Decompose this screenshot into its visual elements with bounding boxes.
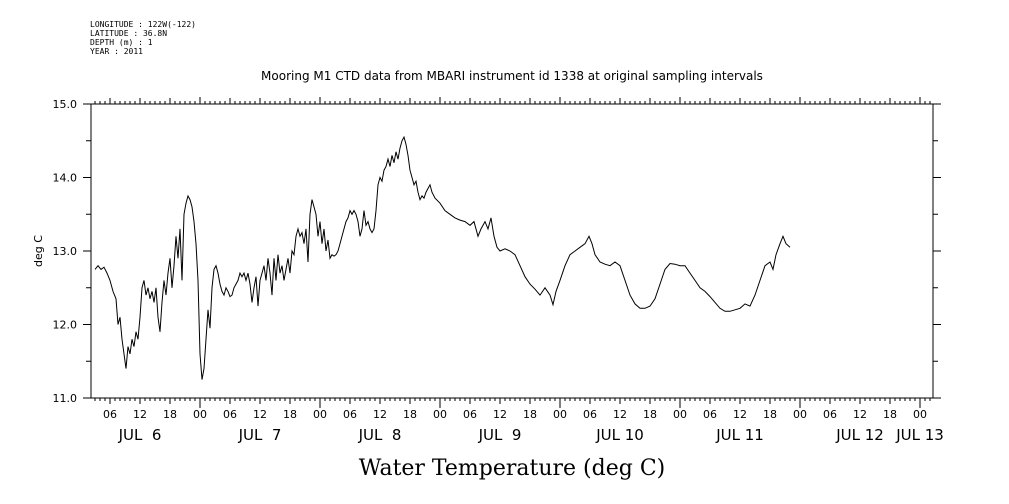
x-tick-label: 18 (283, 408, 297, 421)
y-tick-label: 13.0 (53, 245, 78, 258)
x-tick-label: 00 (433, 408, 447, 421)
longitude-label: LONGITUDE : 122W(-122) (90, 20, 196, 29)
y-tick-label: 15.0 (53, 98, 78, 111)
x-axis-title: Water Temperature (deg C) (359, 456, 666, 481)
day-label: JUL 6 (118, 426, 162, 444)
water-temperature-line (94, 135, 791, 380)
x-tick-label: 12 (133, 408, 147, 421)
y-axis-labels: 11.0 12.0 13.0 14.0 15.0 (53, 98, 78, 405)
x-tick-label: 18 (403, 408, 417, 421)
chart-title: Mooring M1 CTD data from MBARI instrumen… (261, 69, 763, 83)
x-tick-label: 06 (223, 408, 237, 421)
day-label: JUL 10 (595, 426, 644, 444)
x-tick-label: 18 (763, 408, 777, 421)
x-tick-label: 00 (193, 408, 207, 421)
x-tick-label: 12 (613, 408, 627, 421)
x-tick-label: 06 (823, 408, 837, 421)
x-axis-labels: 06 12 18 00 06 12 18 00 06 12 18 00 06 12 18 00 06 12 18 00… (103, 408, 927, 421)
day-label: JUL 8 (358, 426, 402, 444)
x-tick-label: 00 (313, 408, 327, 421)
day-labels: JUL 6 JUL 7 JUL 8 JUL 9 JUL 10 JUL 11 JUL 12 JU… (118, 426, 944, 444)
x-tick-label: 00 (673, 408, 687, 421)
year-label: YEAR : 2011 (90, 47, 143, 56)
x-tick-label: 12 (493, 408, 507, 421)
x-tick-label: 12 (853, 408, 867, 421)
x-tick-label: 12 (373, 408, 387, 421)
y-tick-label: 12.0 (53, 319, 78, 332)
day-label: JUL 13 (895, 426, 944, 444)
x-tick-label: 18 (163, 408, 177, 421)
x-tick-label: 12 (733, 408, 747, 421)
x-tick-label: 18 (643, 408, 657, 421)
x-tick-label: 06 (703, 408, 717, 421)
depth-label: DEPTH (m) : 1 (90, 38, 153, 47)
day-label: JUL 9 (478, 426, 522, 444)
axis-ticks (83, 97, 941, 408)
x-tick-label: 06 (583, 408, 597, 421)
x-tick-label: 18 (883, 408, 897, 421)
plot-frame (90, 103, 934, 399)
x-tick-label: 06 (103, 408, 117, 421)
day-label: JUL 7 (238, 426, 282, 444)
y-axis-title: deg C (32, 235, 45, 267)
day-label: JUL 12 (835, 426, 884, 444)
day-label: JUL 11 (715, 426, 764, 444)
x-tick-label: 06 (343, 408, 357, 421)
x-tick-label: 00 (913, 408, 927, 421)
metadata-block: LONGITUDE : 122W(-122) LATITUDE : 36.8N … (90, 20, 196, 56)
x-tick-label: 00 (793, 408, 807, 421)
x-tick-label: 18 (523, 408, 537, 421)
x-tick-label: 12 (253, 408, 267, 421)
x-tick-label: 06 (463, 408, 477, 421)
latitude-label: LATITUDE : 36.8N (90, 29, 168, 38)
y-tick-label: 14.0 (53, 172, 78, 185)
x-tick-label: 00 (553, 408, 567, 421)
y-tick-label: 11.0 (53, 392, 78, 405)
